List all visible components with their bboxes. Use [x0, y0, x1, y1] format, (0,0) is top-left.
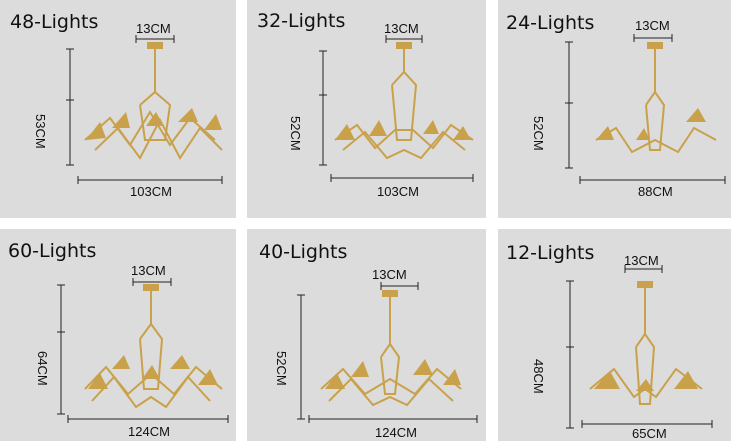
width-dimension-label: 65CM [632, 426, 667, 441]
chandelier-icon [320, 290, 462, 407]
width-dimension-label: 88CM [638, 184, 673, 199]
canopy-dimension-label: 13CM [136, 21, 171, 36]
panel-title: 32-Lights [257, 10, 346, 32]
product-panel-12-lights: 12-Lights 13CM 48CM 65CM [498, 229, 731, 441]
width-dimension-label: 124CM [375, 425, 417, 440]
product-panel-24-lights: 24-Lights 13CM 52CM 88CM [498, 0, 731, 218]
panel-title: 12-Lights [506, 242, 595, 264]
chandelier-drawing: 13CM 52CM 103CM [288, 21, 474, 199]
height-dimension-label: 64CM [35, 351, 50, 386]
canopy-dimension-label: 13CM [372, 267, 407, 282]
product-panel-60-lights: 60-Lights 13CM 64CM 124CM [0, 229, 236, 441]
chandelier-drawing: 13CM 48CM 65CM [531, 253, 713, 441]
product-panel-40-lights: 40-Lights 13CM 52CM 124CM [247, 229, 486, 441]
chandelier-icon [334, 42, 474, 160]
canopy-dimension-label: 13CM [624, 253, 659, 268]
chandelier-icon [84, 42, 223, 160]
panel-title: 48-Lights [10, 11, 99, 33]
width-dimension-label: 103CM [130, 184, 172, 199]
canopy-dimension-label: 13CM [131, 263, 166, 278]
height-dimension-label: 52CM [274, 351, 289, 386]
canopy-dimension-label: 13CM [635, 18, 670, 33]
chandelier-drawing: 13CM 64CM 124CM [35, 263, 229, 439]
panel-title: 24-Lights [506, 12, 595, 34]
height-dimension-label: 53CM [33, 114, 48, 149]
canopy-dimension-label: 13CM [384, 21, 419, 36]
panel-title: 40-Lights [259, 241, 348, 263]
panel-title: 60-Lights [8, 240, 97, 262]
width-dimension-label: 124CM [128, 424, 170, 439]
width-dimension-label: 103CM [377, 184, 419, 199]
product-panel-48-lights: 48-Lights 13CM 53CM 103CM [0, 0, 236, 218]
height-dimension-label: 52CM [288, 116, 303, 151]
chandelier-icon [595, 42, 717, 154]
height-dimension-label: 48CM [531, 359, 546, 394]
product-panel-32-lights: 32-Lights 13CM 52CM 103CM [247, 0, 486, 218]
height-dimension-label: 52CM [531, 116, 546, 151]
chandelier-drawing: 13CM 52CM 88CM [531, 18, 726, 199]
chandelier-drawing: 13CM 52CM 124CM [274, 267, 478, 440]
chandelier-drawing: 13CM 53CM 103CM [33, 21, 223, 199]
